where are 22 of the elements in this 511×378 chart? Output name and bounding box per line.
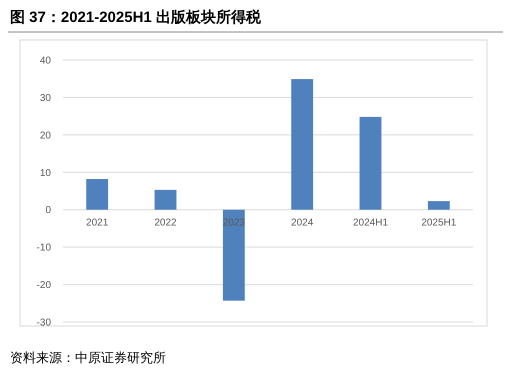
- x-tick-label: 2024: [291, 218, 314, 229]
- bar: [222, 210, 245, 301]
- bar: [428, 201, 450, 210]
- y-tick-label: 40: [40, 56, 52, 66]
- y-tick-label: -30: [36, 318, 52, 328]
- x-tick-label: 2024H1: [352, 218, 388, 229]
- y-tick-label: -20: [36, 280, 52, 292]
- y-tick-label: 0: [45, 205, 52, 216]
- text: 资料来源：中原证券研究所: [10, 350, 166, 365]
- y-tick-label: 30: [40, 92, 52, 104]
- y-tick-label: 20: [40, 130, 52, 142]
- x-tick-label: 2022: [154, 218, 178, 229]
- bar: [154, 190, 176, 210]
- bar: [291, 79, 314, 210]
- bar: [360, 116, 382, 210]
- y-tick-label: -10: [36, 242, 52, 254]
- x-tick-label: 2025H1: [421, 218, 457, 229]
- bar: [86, 179, 108, 210]
- x-tick-label: 2023: [222, 218, 246, 229]
- x-tick-label: 2021: [86, 218, 109, 229]
- chart-title: 图 37：2021-2025H1 出版板块所得税: [10, 9, 262, 26]
- y-tick-label: 10: [40, 168, 52, 179]
